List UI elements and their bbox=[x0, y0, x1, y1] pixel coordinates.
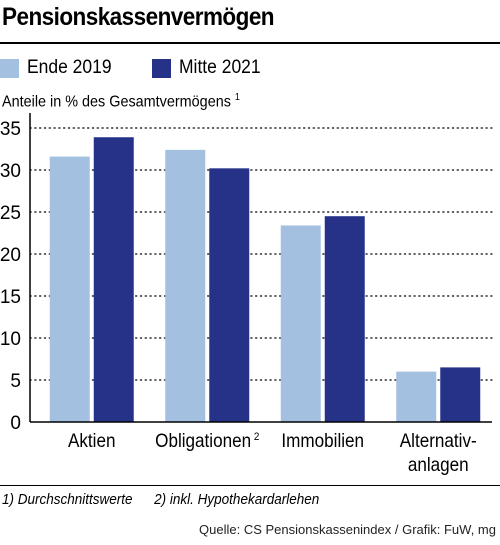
x-tick-label: Obligationen 2 bbox=[155, 430, 259, 451]
chart-title: Pensionskassenvermögen bbox=[2, 3, 275, 31]
source-credit: Quelle: CS Pensionskassenindex / Grafik:… bbox=[199, 522, 496, 537]
footnote-1: 1) Durchschnittswerte bbox=[2, 491, 133, 508]
x-tick-label: Immobilien bbox=[281, 430, 364, 451]
legend-item-mitte-2021: Mitte 2021 bbox=[151, 57, 268, 79]
y-tick-label: 35 bbox=[0, 119, 21, 140]
y-tick-label: 20 bbox=[0, 245, 21, 266]
legend-label-mitte-2021: Mitte 2021 bbox=[178, 57, 261, 78]
y-tick-label: 5 bbox=[10, 371, 21, 392]
y-tick-label: 10 bbox=[0, 329, 21, 350]
bar bbox=[396, 371, 437, 422]
legend-swatch-mitte-2021 bbox=[151, 58, 171, 78]
footnote-rule bbox=[0, 485, 500, 486]
legend-item-ende-2019: Ende 2019 bbox=[0, 57, 119, 79]
legend-label-ende-2019: Ende 2019 bbox=[27, 57, 112, 78]
legend: Ende 2019 Mitte 2021 bbox=[0, 54, 301, 82]
bar bbox=[209, 168, 250, 422]
x-tick-label: Alternativ- bbox=[400, 430, 477, 451]
footnote-2: 2) inkl. Hypothekardarlehen bbox=[154, 491, 320, 508]
y-axis-label: Anteile in % des Gesamtvermögens 1 bbox=[2, 92, 240, 111]
y-tick-label: 15 bbox=[0, 287, 21, 308]
y-tick-label: 25 bbox=[0, 203, 21, 224]
bar bbox=[49, 156, 90, 422]
bar bbox=[280, 225, 321, 422]
footnotes: 1) Durchschnittswerte 2) inkl. Hypothekar… bbox=[2, 491, 319, 508]
y-tick-label: 30 bbox=[0, 161, 21, 182]
x-tick-label: anlagen bbox=[408, 454, 469, 475]
x-tick-label: Aktien bbox=[68, 430, 115, 451]
y-axis-label-text: Anteile in % des Gesamtvermögens bbox=[2, 93, 231, 111]
x-tick-footnote: 2 bbox=[254, 432, 260, 444]
title-rule bbox=[0, 42, 500, 44]
bar bbox=[324, 216, 365, 422]
y-axis-label-footnote: 1 bbox=[234, 92, 240, 103]
legend-swatch-ende-2019 bbox=[0, 58, 19, 78]
bar bbox=[93, 137, 134, 423]
y-tick-label: 0 bbox=[10, 413, 21, 434]
bar bbox=[440, 367, 481, 422]
bar bbox=[165, 149, 206, 422]
